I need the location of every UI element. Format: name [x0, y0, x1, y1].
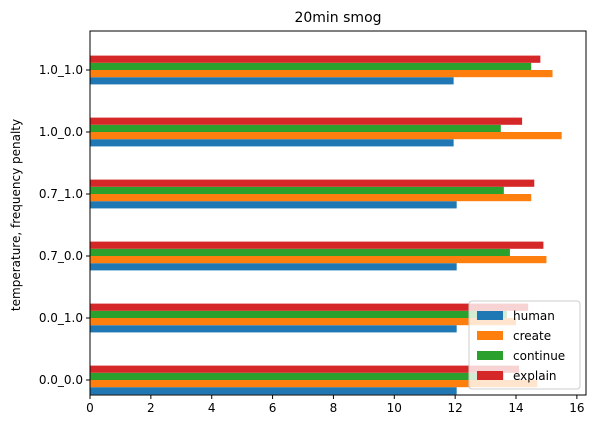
bar-create-0.0_0.0 [90, 380, 538, 388]
legend-label-explain: explain [513, 369, 557, 383]
bar-continue-1.0_1.0 [90, 62, 532, 70]
bar-explain-0.7_0.0 [90, 241, 544, 249]
bar-human-0.7_0.0 [90, 263, 457, 271]
bar-create-1.0_1.0 [90, 70, 553, 78]
bar-create-1.0_0.0 [90, 132, 562, 140]
chart-title: 20min smog [294, 10, 381, 26]
y-tick-label: 0.0_1.0 [39, 311, 83, 325]
legend-swatch-continue [477, 351, 503, 360]
bar-explain-0.0_0.0 [90, 365, 520, 373]
bar-continue-0.7_0.0 [90, 248, 510, 256]
bar-continue-0.0_0.0 [90, 372, 504, 380]
bar-continue-1.0_0.0 [90, 124, 501, 132]
bars-layer [90, 55, 562, 395]
bar-continue-0.7_1.0 [90, 186, 504, 194]
legend-box [468, 300, 581, 390]
plot-frame [89, 30, 587, 396]
x-tick-label: 10 [387, 401, 402, 415]
legend-swatch-human [477, 311, 503, 320]
x-axis: 0 2 4 6 8 10 12 14 16 [86, 395, 585, 415]
bar-continue-0.0_1.0 [90, 310, 507, 318]
bar-explain-0.7_1.0 [90, 179, 535, 187]
x-tick-label: 16 [569, 401, 584, 415]
bar-explain-1.0_1.0 [90, 55, 541, 63]
bar-human-0.0_1.0 [90, 325, 457, 333]
y-tick-label: 0.7_0.0 [39, 249, 83, 263]
y-tick-label: 0.7_1.0 [39, 187, 83, 201]
x-tick-label: 14 [508, 401, 523, 415]
x-tick-label: 12 [448, 401, 463, 415]
legend-label-human: human [513, 309, 555, 323]
legend-swatch-create [477, 331, 503, 340]
legend: human create continue explain [468, 300, 581, 390]
y-tick-label: 1.0_0.0 [39, 125, 83, 139]
bar-create-0.7_1.0 [90, 194, 532, 202]
x-tick-label: 8 [330, 401, 338, 415]
x-tick-label: 4 [208, 401, 216, 415]
bar-human-1.0_0.0 [90, 139, 454, 147]
bar-explain-1.0_0.0 [90, 117, 523, 125]
bar-human-0.7_1.0 [90, 201, 457, 209]
y-axis: 0.0_0.0 0.0_1.0 0.7_0.0 0.7_1.0 1.0_0.0 1.0_1… [39, 63, 90, 387]
y-tick-label: 0.0_0.0 [39, 373, 83, 387]
x-tick-label: 2 [147, 401, 155, 415]
legend-swatch-explain [477, 371, 503, 380]
x-tick-label: 6 [269, 401, 277, 415]
legend-label-continue: continue [513, 349, 565, 363]
y-tick-label: 1.0_1.0 [39, 63, 83, 77]
y-axis-label: temperature, frequency penalty [9, 119, 23, 311]
bar-human-0.0_0.0 [90, 387, 457, 395]
bar-create-0.0_1.0 [90, 318, 517, 326]
legend-label-create: create [513, 329, 551, 343]
x-tick-label: 0 [86, 401, 94, 415]
bar-human-1.0_1.0 [90, 77, 454, 85]
bar-create-0.7_0.0 [90, 256, 547, 264]
bar-explain-0.0_1.0 [90, 303, 529, 311]
